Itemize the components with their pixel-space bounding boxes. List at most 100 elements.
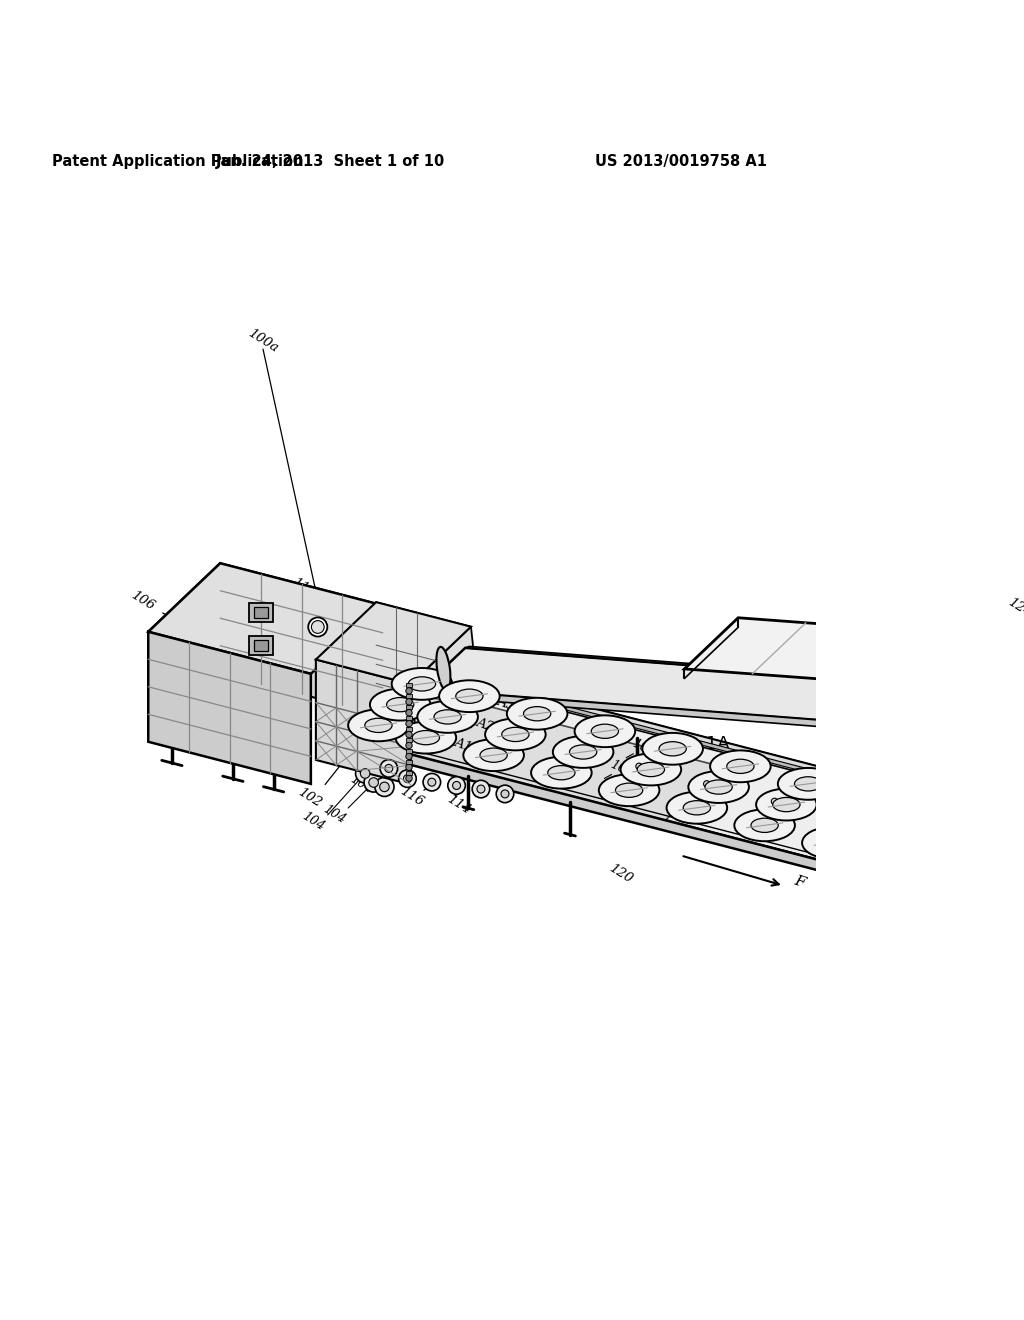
Text: F: F xyxy=(793,874,807,890)
Ellipse shape xyxy=(824,807,885,838)
Ellipse shape xyxy=(705,780,732,795)
Polygon shape xyxy=(422,648,939,726)
Ellipse shape xyxy=(348,709,409,742)
Text: 100a: 100a xyxy=(246,327,281,355)
Circle shape xyxy=(933,818,938,822)
FancyBboxPatch shape xyxy=(406,727,413,731)
FancyBboxPatch shape xyxy=(406,771,413,775)
Polygon shape xyxy=(148,564,383,675)
Circle shape xyxy=(447,776,465,795)
Circle shape xyxy=(406,731,413,738)
Circle shape xyxy=(365,774,383,792)
Ellipse shape xyxy=(507,698,567,730)
Circle shape xyxy=(360,768,370,779)
Ellipse shape xyxy=(710,751,771,783)
Circle shape xyxy=(375,777,394,796)
Polygon shape xyxy=(418,689,896,733)
FancyBboxPatch shape xyxy=(254,607,268,618)
Text: A3: A3 xyxy=(496,694,517,713)
Ellipse shape xyxy=(862,795,890,809)
Polygon shape xyxy=(411,627,478,748)
Ellipse shape xyxy=(642,733,702,764)
Circle shape xyxy=(406,764,413,771)
Circle shape xyxy=(428,779,436,787)
Ellipse shape xyxy=(436,647,451,690)
Polygon shape xyxy=(407,660,948,810)
Polygon shape xyxy=(330,734,871,884)
Polygon shape xyxy=(376,602,471,727)
Text: A1: A1 xyxy=(452,737,473,755)
Circle shape xyxy=(380,759,397,777)
Ellipse shape xyxy=(553,737,613,768)
Ellipse shape xyxy=(531,756,592,788)
Ellipse shape xyxy=(688,771,749,803)
FancyBboxPatch shape xyxy=(406,738,413,742)
Circle shape xyxy=(922,833,930,841)
Circle shape xyxy=(453,781,461,789)
Ellipse shape xyxy=(365,718,392,733)
Ellipse shape xyxy=(591,725,618,738)
Circle shape xyxy=(771,799,777,805)
Ellipse shape xyxy=(409,677,435,692)
Text: Jan. 24, 2013  Sheet 1 of 10: Jan. 24, 2013 Sheet 1 of 10 xyxy=(216,154,445,169)
FancyBboxPatch shape xyxy=(249,636,272,655)
Circle shape xyxy=(398,770,416,787)
Ellipse shape xyxy=(615,783,643,797)
Ellipse shape xyxy=(387,697,414,711)
Circle shape xyxy=(934,818,939,824)
Circle shape xyxy=(308,618,328,636)
Circle shape xyxy=(933,818,938,822)
Text: US 2013/0019758 A1: US 2013/0019758 A1 xyxy=(596,154,767,169)
Circle shape xyxy=(380,783,389,792)
Ellipse shape xyxy=(734,809,795,841)
Polygon shape xyxy=(871,800,948,884)
Ellipse shape xyxy=(846,785,906,817)
Text: 104: 104 xyxy=(300,809,327,833)
Ellipse shape xyxy=(574,715,635,747)
Ellipse shape xyxy=(485,718,546,750)
Ellipse shape xyxy=(819,836,846,850)
Ellipse shape xyxy=(370,689,430,721)
Ellipse shape xyxy=(756,788,817,821)
Circle shape xyxy=(423,774,440,791)
Polygon shape xyxy=(340,682,722,821)
Polygon shape xyxy=(402,664,944,808)
Circle shape xyxy=(403,775,412,783)
Circle shape xyxy=(406,698,413,705)
Text: 102: 102 xyxy=(295,785,324,810)
Text: A2: A2 xyxy=(474,715,495,734)
Circle shape xyxy=(385,764,393,772)
Circle shape xyxy=(472,780,489,797)
Ellipse shape xyxy=(418,701,478,733)
Polygon shape xyxy=(330,660,948,874)
Polygon shape xyxy=(871,800,948,900)
Ellipse shape xyxy=(395,722,456,754)
Ellipse shape xyxy=(637,763,665,776)
Circle shape xyxy=(477,785,485,793)
Ellipse shape xyxy=(523,706,551,721)
Polygon shape xyxy=(315,660,411,784)
Circle shape xyxy=(501,789,509,797)
Ellipse shape xyxy=(480,748,507,762)
FancyBboxPatch shape xyxy=(254,640,268,651)
Ellipse shape xyxy=(795,776,822,791)
Ellipse shape xyxy=(439,680,500,711)
Ellipse shape xyxy=(667,792,727,824)
Text: 118: 118 xyxy=(406,692,433,715)
Circle shape xyxy=(406,742,413,748)
Ellipse shape xyxy=(909,680,927,731)
Text: FIG. 1A: FIG. 1A xyxy=(666,735,730,752)
Ellipse shape xyxy=(659,742,686,756)
Text: 114: 114 xyxy=(444,793,473,817)
Ellipse shape xyxy=(463,739,524,771)
FancyBboxPatch shape xyxy=(249,603,272,622)
Polygon shape xyxy=(148,632,311,784)
Ellipse shape xyxy=(621,754,681,785)
Ellipse shape xyxy=(778,768,839,800)
Text: 108: 108 xyxy=(630,737,657,759)
Ellipse shape xyxy=(391,668,453,700)
Text: 110: 110 xyxy=(290,576,318,599)
Polygon shape xyxy=(684,618,1023,690)
FancyBboxPatch shape xyxy=(406,760,413,764)
Text: 104: 104 xyxy=(347,772,375,796)
